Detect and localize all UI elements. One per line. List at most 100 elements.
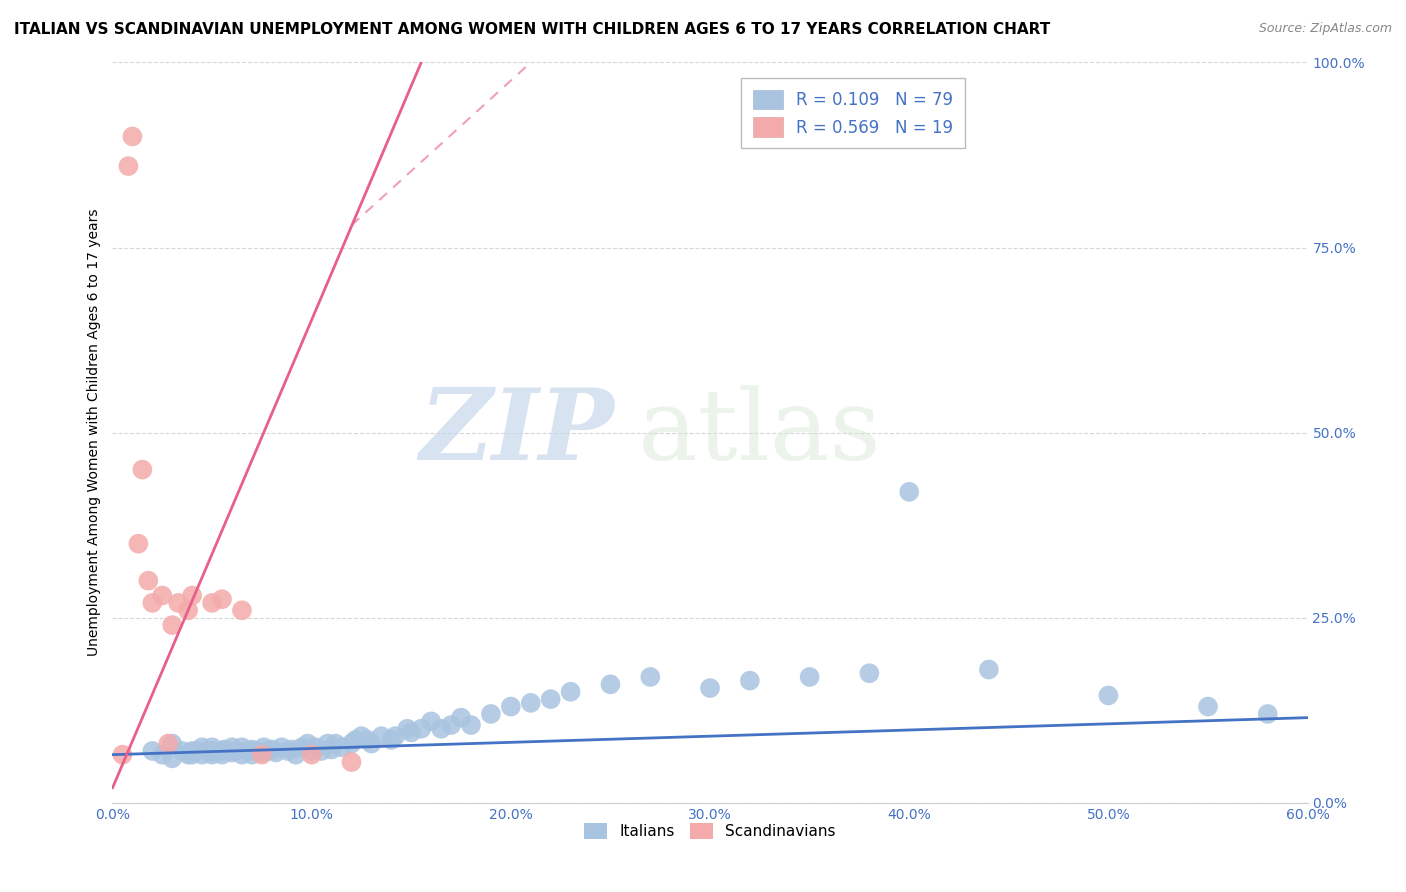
Point — [1257, 706, 1279, 721]
Point — [699, 681, 721, 695]
Point — [205, 746, 228, 760]
Point — [141, 596, 163, 610]
Point — [127, 536, 149, 550]
Point — [340, 737, 363, 751]
Point — [201, 747, 224, 762]
Point — [211, 747, 233, 762]
Point — [396, 722, 419, 736]
Point — [499, 699, 522, 714]
Point — [211, 592, 233, 607]
Point — [380, 732, 402, 747]
Point — [460, 718, 482, 732]
Point — [430, 722, 453, 736]
Point — [370, 729, 392, 743]
Point — [217, 744, 239, 758]
Point — [420, 714, 443, 729]
Point — [321, 742, 343, 756]
Point — [316, 737, 339, 751]
Point — [236, 744, 259, 758]
Point — [640, 670, 662, 684]
Point — [520, 696, 543, 710]
Point — [111, 747, 134, 762]
Point — [450, 711, 472, 725]
Point — [186, 744, 208, 758]
Point — [181, 589, 204, 603]
Point — [162, 618, 183, 632]
Point — [360, 737, 382, 751]
Point — [172, 744, 194, 758]
Point — [150, 747, 173, 762]
Point — [257, 744, 280, 758]
Point — [898, 484, 921, 499]
Point — [117, 159, 139, 173]
Point — [191, 747, 214, 762]
Point — [260, 742, 283, 756]
Point — [858, 666, 880, 681]
Text: Source: ZipAtlas.com: Source: ZipAtlas.com — [1258, 22, 1392, 36]
Point — [197, 744, 219, 758]
Point — [150, 589, 173, 603]
Point — [281, 742, 304, 756]
Point — [799, 670, 821, 684]
Point — [284, 747, 307, 762]
Point — [162, 751, 183, 765]
Point — [221, 740, 243, 755]
Point — [599, 677, 621, 691]
Legend: Italians, Scandinavians: Italians, Scandinavians — [576, 815, 844, 847]
Point — [191, 740, 214, 755]
Point — [540, 692, 562, 706]
Point — [181, 744, 204, 758]
Point — [253, 740, 276, 755]
Point — [211, 744, 233, 758]
Point — [157, 737, 180, 751]
Point — [201, 740, 224, 755]
Point — [212, 742, 235, 756]
Point — [479, 706, 502, 721]
Text: ITALIAN VS SCANDINAVIAN UNEMPLOYMENT AMONG WOMEN WITH CHILDREN AGES 6 TO 17 YEAR: ITALIAN VS SCANDINAVIAN UNEMPLOYMENT AMO… — [14, 22, 1050, 37]
Point — [240, 742, 263, 756]
Point — [162, 737, 183, 751]
Point — [245, 744, 267, 758]
Point — [350, 729, 373, 743]
Point — [301, 747, 323, 762]
Point — [201, 744, 224, 758]
Point — [277, 744, 299, 758]
Point — [240, 747, 263, 762]
Text: atlas: atlas — [638, 384, 882, 481]
Point — [131, 462, 153, 476]
Point — [440, 718, 463, 732]
Point — [344, 732, 367, 747]
Point — [121, 129, 143, 144]
Point — [325, 737, 347, 751]
Point — [270, 740, 292, 755]
Point — [401, 725, 423, 739]
Point — [356, 732, 378, 747]
Point — [221, 746, 243, 760]
Point — [1197, 699, 1219, 714]
Point — [167, 596, 190, 610]
Point — [1097, 689, 1119, 703]
Point — [291, 740, 314, 755]
Point — [977, 663, 1000, 677]
Point — [384, 729, 406, 743]
Point — [201, 596, 224, 610]
Point — [250, 747, 273, 762]
Point — [231, 747, 253, 762]
Text: ZIP: ZIP — [419, 384, 614, 481]
Point — [138, 574, 160, 588]
Point — [177, 603, 200, 617]
Point — [330, 740, 353, 755]
Point — [340, 755, 363, 769]
Y-axis label: Unemployment Among Women with Children Ages 6 to 17 years: Unemployment Among Women with Children A… — [87, 209, 101, 657]
Point — [305, 740, 328, 755]
Point — [264, 746, 287, 760]
Point — [250, 746, 273, 760]
Point — [141, 744, 163, 758]
Point — [181, 747, 204, 762]
Point — [231, 603, 253, 617]
Point — [297, 737, 319, 751]
Point — [301, 744, 323, 758]
Point — [311, 744, 333, 758]
Point — [738, 673, 761, 688]
Point — [177, 747, 200, 762]
